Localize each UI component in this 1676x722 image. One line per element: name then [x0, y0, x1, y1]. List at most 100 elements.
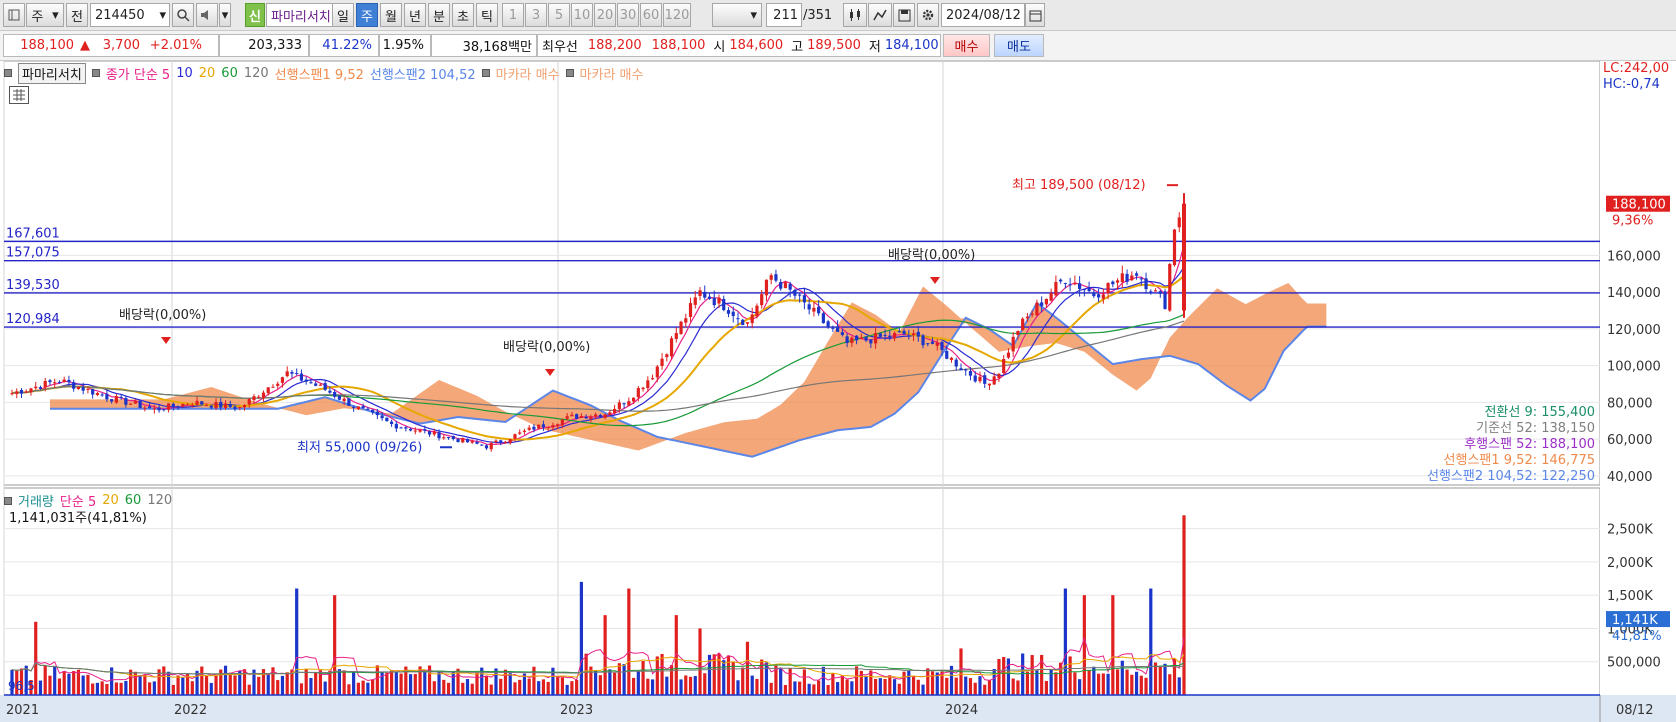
interval-1-button[interactable]: 1: [502, 3, 524, 27]
scope-label: 전: [71, 9, 83, 25]
volume-bar: [1087, 670, 1091, 695]
candle-body: [380, 415, 384, 419]
volume-bar: [100, 681, 104, 695]
best-label: 최우선: [542, 40, 578, 55]
ichimoku-value-label: 기준선 52: 138,150: [1476, 421, 1595, 436]
sell-button[interactable]: 매도: [994, 34, 1044, 57]
volume-tick-label: 500,000: [1607, 656, 1661, 671]
candle-body: [774, 274, 778, 281]
candle-body: [631, 397, 636, 402]
period-mode-select[interactable]: 주 ▾: [26, 3, 64, 27]
candle-body: [110, 399, 114, 402]
interval-3-button[interactable]: 3: [525, 3, 547, 27]
chart-settings-icon[interactable]: [3, 3, 25, 27]
candles: [10, 194, 1186, 452]
volume-bar: [157, 669, 161, 695]
candle-body: [48, 380, 52, 383]
volume-legend-ma20[interactable]: 20: [102, 493, 119, 508]
search-icon[interactable]: [172, 3, 194, 27]
volume-bar: [707, 654, 712, 695]
volume-legend-ma5[interactable]: 단순 5: [59, 495, 97, 510]
support-line-label: 120,984: [6, 312, 60, 327]
calendar-icon[interactable]: [1025, 3, 1045, 27]
buy-button[interactable]: 매수: [943, 34, 990, 57]
volume-bar: [228, 672, 232, 695]
count-input[interactable]: 211: [766, 3, 802, 27]
period-4-button[interactable]: 분: [428, 3, 450, 27]
table-icon[interactable]: [9, 86, 29, 104]
dividend-arrow-icon: [161, 337, 171, 344]
candle-body: [427, 431, 432, 435]
candle-body: [911, 333, 916, 336]
period-3-button[interactable]: 년: [404, 3, 426, 27]
volume-bar: [361, 680, 365, 695]
volume-legend-label[interactable]: 거래량: [18, 495, 54, 510]
interval-60-button[interactable]: 60: [640, 3, 662, 27]
gear-icon[interactable]: [917, 3, 939, 27]
interval-30-button[interactable]: 30: [617, 3, 639, 27]
quote-bar: 188,100 ▲ 3,700 +2.01% 203,333 41.22% 1.…: [0, 31, 1676, 61]
legend-ma10[interactable]: 10: [176, 65, 193, 81]
save-icon[interactable]: [893, 3, 915, 27]
scope-button[interactable]: 전: [66, 3, 88, 27]
volume-bar: [62, 671, 66, 695]
period-1-button[interactable]: 주: [356, 3, 378, 27]
candle-body: [318, 384, 323, 386]
year-label: 2022: [174, 703, 207, 718]
legend-ma120[interactable]: 120: [243, 65, 269, 81]
volume-bar: [105, 683, 109, 695]
price-tick-label: 160,000: [1607, 249, 1661, 264]
interval-custom-select[interactable]: ▾: [712, 3, 762, 27]
chevron-down-icon[interactable]: ▾: [219, 3, 231, 27]
volume-bar: [499, 678, 503, 695]
legend-span2[interactable]: 선행스팬2 104,52: [369, 67, 476, 83]
candle-body: [309, 382, 313, 384]
volume-bar: [560, 677, 565, 695]
volume-bar: [119, 682, 123, 695]
hc-label: HC:-0,74: [1603, 77, 1660, 92]
interval-5-button[interactable]: 5: [548, 3, 570, 27]
interval-10-button[interactable]: 10: [571, 3, 593, 27]
period-2-button[interactable]: 월: [380, 3, 402, 27]
code-input[interactable]: 214450 ▾: [90, 3, 170, 27]
stock-chart[interactable]: 2021 2022 2023 2024 08/12 160,000 140,000 120,0…: [0, 61, 1676, 722]
legend-stock-name[interactable]: 파마리서치: [18, 62, 86, 84]
trend-line-icon[interactable]: [868, 3, 892, 27]
legend-span1[interactable]: 선행스팬1 9,52: [274, 67, 364, 83]
period-5-button[interactable]: 초: [452, 3, 474, 27]
legend-ma20[interactable]: 20: [198, 65, 216, 81]
candle-body: [1082, 289, 1086, 291]
candle-body: [892, 332, 897, 339]
legend-ma5[interactable]: 종가 단순 5: [105, 67, 171, 83]
interval-120-button[interactable]: 120: [663, 3, 691, 27]
candle-type-icon[interactable]: [843, 3, 867, 27]
volume-legend-ma120[interactable]: 120: [147, 493, 173, 508]
candle-body: [802, 295, 807, 303]
candle-body: [826, 321, 830, 327]
period-6-button[interactable]: 틱: [476, 3, 498, 27]
volume-bar: [366, 682, 370, 695]
candle-body: [693, 297, 697, 305]
legend-ma60[interactable]: 60: [221, 65, 238, 81]
volume-bar: [176, 675, 180, 695]
candle-body: [53, 382, 57, 384]
candle-body: [337, 395, 342, 400]
stock-name[interactable]: 파마리서치: [266, 3, 343, 27]
candle-body: [935, 342, 939, 346]
candle-body: [86, 388, 90, 390]
volume-bar: [1144, 677, 1148, 695]
volume-bar: [1073, 672, 1077, 695]
candle-body: [1092, 292, 1096, 297]
volume-bar: [589, 666, 593, 695]
date-input[interactable]: 2024/08/12: [941, 3, 1025, 27]
speaker-icon[interactable]: [196, 3, 218, 27]
volume-bar: [1153, 662, 1158, 695]
candle-body: [1139, 278, 1143, 280]
legend-makira1[interactable]: 마카라 매수: [495, 67, 560, 83]
candle-body: [62, 379, 66, 382]
interval-20-button[interactable]: 20: [594, 3, 616, 27]
volume-legend-ma60[interactable]: 60: [124, 493, 142, 508]
period-0-button[interactable]: 일: [332, 3, 354, 27]
volume-bar: [43, 665, 47, 695]
legend-makira2[interactable]: 마카라 매수: [579, 67, 644, 83]
